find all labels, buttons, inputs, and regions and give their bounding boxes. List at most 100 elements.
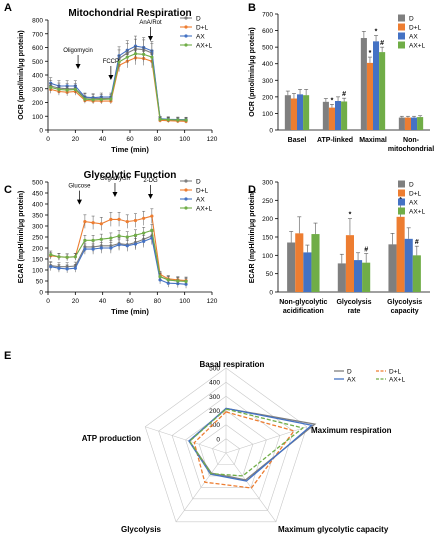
radar-series-D+L <box>193 411 296 489</box>
y-tick-label: 500 <box>262 45 273 52</box>
legend-swatch <box>398 14 405 22</box>
data-point-AX+L <box>91 98 95 102</box>
legend-marker <box>184 197 188 201</box>
legend-marker <box>184 188 188 192</box>
x-tick-label: 20 <box>72 136 80 143</box>
data-point-D+L <box>109 217 113 221</box>
significance-marker: # <box>364 247 368 254</box>
bar-AX+L <box>311 234 320 292</box>
data-point-AX+L <box>176 279 180 283</box>
bar-AX <box>303 252 312 292</box>
radar-tick-label: 300 <box>209 394 220 401</box>
legend-swatch <box>398 23 405 31</box>
data-point-AX+L <box>176 118 180 122</box>
radar-grid <box>144 367 308 523</box>
y-tick-label: 200 <box>32 246 43 253</box>
legend-label: AX+L <box>196 43 212 50</box>
radar-grid <box>185 410 267 488</box>
significance-marker: # <box>415 239 419 246</box>
bar-AX+L <box>303 95 310 130</box>
bar-AX <box>354 260 363 292</box>
data-point-AX+L <box>125 235 129 239</box>
y-tick-label: 300 <box>32 86 43 93</box>
significance-marker: * <box>375 29 378 36</box>
x-tick-label: 0 <box>46 136 50 143</box>
bar-AX+L <box>362 262 371 292</box>
panel-label: D <box>248 184 256 196</box>
significance-marker: * <box>369 50 372 57</box>
x-tick-label: Maximal <box>359 137 387 144</box>
x-tick-label: mitochondrial <box>388 146 434 153</box>
annotation-label: Glucose <box>68 184 91 190</box>
radar-tick-label: 0 <box>216 436 220 443</box>
data-point-AX+L <box>142 52 146 56</box>
data-point-AX <box>65 267 69 271</box>
significance-marker: # <box>380 40 384 47</box>
y-tick-label: 0 <box>39 128 43 135</box>
data-point-AX <box>83 247 87 251</box>
data-point-AX+L <box>49 253 53 257</box>
legend-label: AX+L <box>409 43 425 50</box>
bar-AX <box>297 94 304 130</box>
data-point-AX+L <box>150 228 154 232</box>
data-point-AX+L <box>83 97 87 101</box>
legend-label: AX <box>196 197 205 204</box>
y-tick-label: 250 <box>262 198 273 205</box>
legend-label: D+L <box>409 25 421 32</box>
bar-D <box>284 95 291 130</box>
data-point-AX+L <box>65 88 69 92</box>
radar-axis-label: Glycolysis <box>121 525 162 534</box>
arrow-head-icon <box>108 75 114 80</box>
data-point-AX+L <box>184 118 188 122</box>
legend-label: D+L <box>196 25 208 32</box>
panel-label: B <box>248 2 256 14</box>
bar-D+L <box>328 107 335 130</box>
legend-marker <box>184 43 188 47</box>
bar-D <box>388 244 397 292</box>
y-axis-label: OCR (pmol/min/μg protein) <box>18 30 25 119</box>
legend-label: D+L <box>196 188 208 195</box>
data-point-AX+L <box>57 87 61 92</box>
legend-label: AX+L <box>409 209 425 216</box>
legend-label: D+L <box>409 191 421 198</box>
x-tick-label: Glycolysis <box>336 299 371 306</box>
y-tick-label: 400 <box>262 61 273 68</box>
x-tick-label: 40 <box>99 136 107 143</box>
bar-D <box>337 263 346 292</box>
bar-AX+L <box>341 101 348 130</box>
x-axis-label: Time (min) <box>111 307 149 316</box>
x-tick-label: 0 <box>46 298 50 305</box>
legend-swatch <box>398 41 405 49</box>
y-tick-label: 800 <box>32 18 43 25</box>
legend-swatch <box>398 32 405 40</box>
data-point-AX <box>49 265 53 269</box>
bar-D+L <box>290 98 297 130</box>
data-point-AX <box>166 281 170 285</box>
y-tick-label: 200 <box>262 94 273 101</box>
bar-D <box>287 242 296 292</box>
x-tick-label: rate <box>348 308 361 315</box>
y-tick-label: 150 <box>262 235 273 242</box>
legend-label: D <box>347 369 352 376</box>
data-point-AX+L <box>73 87 77 92</box>
radar-axis-label: Maximum glycolytic capacity <box>278 525 389 534</box>
x-tick-label: Non-glycolytic <box>279 299 327 306</box>
y-tick-label: 300 <box>262 78 273 85</box>
data-point-AX+L <box>158 117 162 121</box>
data-point-D+L <box>91 221 95 225</box>
bar-AX <box>411 117 418 130</box>
legend-marker <box>184 206 188 210</box>
radar-tick-label: 400 <box>209 380 220 387</box>
data-point-AX <box>73 266 77 270</box>
radar-tick-label: 100 <box>209 422 220 429</box>
legend-label: AX <box>409 34 418 41</box>
data-point-AX+L <box>65 255 69 259</box>
arrow-head-icon <box>75 64 81 69</box>
data-point-D+L <box>117 217 121 221</box>
bar-D+L <box>404 117 411 130</box>
bar-AX <box>335 101 342 130</box>
x-tick-label: acidification <box>283 308 324 315</box>
x-tick-label: ATP-linked <box>317 137 353 144</box>
bar-D+L <box>345 235 354 292</box>
x-tick-label: 100 <box>179 298 190 305</box>
